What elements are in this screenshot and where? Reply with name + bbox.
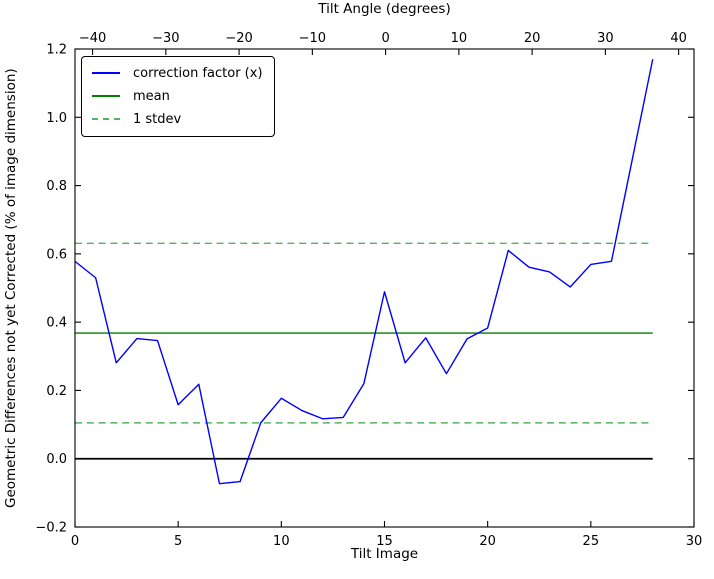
y-tick-label: 0.0 (46, 452, 67, 467)
x-tick-label: 0 (71, 534, 79, 549)
top-tick-label: 40 (670, 31, 687, 46)
x-tick-label: 15 (376, 534, 393, 549)
legend-item-correction-factor: correction factor (x) (92, 62, 263, 84)
x-tick-label: 10 (273, 534, 290, 549)
series-correction-factor-line (74, 59, 654, 485)
x-tick-label: 25 (583, 534, 600, 549)
top-tick-label: 0 (381, 31, 389, 46)
x-tick-label: 30 (686, 534, 703, 549)
legend-item-mean: mean (92, 85, 263, 107)
legend-item-stdev: 1 stdev (92, 108, 263, 130)
top-tick-label: −40 (79, 31, 106, 46)
y-tick-label: 0.2 (46, 384, 67, 399)
y-tick-label: 0.8 (46, 179, 67, 194)
legend-label: correction factor (x) (133, 65, 263, 81)
top-tick-label: 10 (451, 31, 468, 46)
top-tick-label: 20 (524, 31, 541, 46)
legend-line-sample-blue (92, 72, 120, 74)
legend: correction factor (x) mean 1 stdev (81, 56, 275, 137)
top-tick-label: −30 (152, 31, 179, 46)
legend-label: mean (133, 88, 170, 104)
y-tick-label: −0.2 (35, 521, 67, 536)
y-tick-label: 1.2 (46, 43, 67, 58)
y-tick-label: 1.0 (46, 111, 67, 126)
x-tick-label: 20 (479, 534, 496, 549)
x-axis-title: Tilt Image (350, 546, 419, 562)
y-tick-label: 0.4 (46, 316, 67, 331)
legend-line-sample-green-dashed (92, 118, 120, 120)
x-tick-label: 5 (174, 534, 182, 549)
top-tick-label: −10 (299, 31, 326, 46)
legend-label: 1 stdev (133, 111, 182, 127)
legend-line-sample-green (92, 95, 120, 97)
top-tick-label: −20 (225, 31, 252, 46)
top-tick-label: 30 (597, 31, 614, 46)
top-axis-title: Tilt Angle (degrees) (318, 1, 451, 17)
y-tick-label: 0.6 (46, 247, 67, 262)
